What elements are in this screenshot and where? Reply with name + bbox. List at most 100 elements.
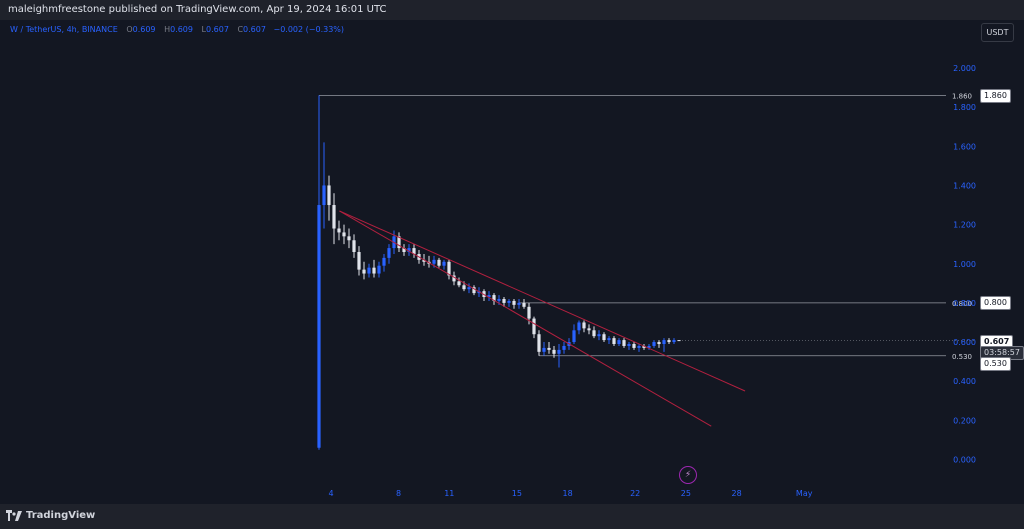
candle-body: [602, 334, 606, 341]
y-tick-label: 1.200: [953, 221, 976, 230]
candle-body: [532, 318, 536, 335]
candle-body: [592, 330, 596, 337]
footer-bar: TradingView: [0, 504, 1024, 529]
candle-body: [372, 267, 376, 274]
y-tick-label: 0.400: [953, 377, 976, 386]
high-value: 0.609: [170, 25, 193, 34]
candle-body: [677, 340, 681, 342]
candle-body: [437, 259, 441, 266]
candles-layer: [317, 95, 681, 450]
candle-body: [432, 259, 436, 264]
candle-body: [557, 349, 561, 354]
y-tick-label: 0.600: [953, 338, 976, 347]
low-value: 0.607: [206, 25, 229, 34]
candle-body: [382, 257, 386, 266]
candle-body: [362, 269, 366, 274]
x-tick-label: 8: [396, 489, 401, 498]
y-tick-label: 1.600: [953, 142, 976, 151]
candle-body: [587, 328, 591, 331]
y-tick-label: 1.000: [953, 260, 976, 269]
candle-body: [357, 252, 361, 270]
x-tick-label: 25: [681, 489, 691, 498]
y-tick-label: 0.000: [953, 456, 976, 465]
candle-body: [667, 340, 671, 343]
y-tick-label: 1.800: [953, 103, 976, 112]
candle-body: [542, 347, 546, 352]
tradingview-logo-icon: [6, 510, 22, 521]
trendline: [339, 210, 746, 392]
candle-body: [472, 287, 476, 294]
candle-body: [627, 344, 631, 346]
candle-body: [322, 185, 326, 206]
candle-body: [397, 236, 401, 249]
candle-body: [642, 345, 646, 348]
x-tick-label: 28: [732, 489, 742, 498]
candle-body: [442, 261, 446, 266]
candle-body: [622, 340, 626, 346]
publisher-line: maleighmfreestone published on TradingVi…: [8, 4, 387, 15]
candle-body: [582, 322, 586, 329]
candle-body: [502, 298, 506, 303]
change-value: −0.002 (−0.33%): [273, 25, 345, 34]
candle-body: [512, 300, 516, 305]
chart-frame: [0, 20, 1024, 504]
x-tick-label: May: [796, 489, 813, 498]
candle-body: [377, 265, 381, 274]
candle-body: [562, 345, 566, 350]
y-axis: 0.000 0.200 0.400 0.600 0.800 1.000 1.200 1.400…: [953, 64, 976, 465]
candle-body: [607, 338, 611, 341]
open-value: 0.609: [132, 25, 156, 34]
level-tag-low: 0.530: [980, 357, 1011, 371]
candle-body: [342, 232, 346, 237]
candle-body: [352, 240, 356, 253]
candle-body: [332, 205, 336, 229]
candle-body: [387, 248, 391, 258]
candle-body: [632, 344, 636, 348]
symbol-legend[interactable]: W / TetherUS, 4h, BINANCE O0.609 H0.609 …: [10, 25, 344, 34]
candle-body: [572, 330, 576, 343]
candle-body: [657, 342, 661, 345]
levels-layer: 1.860 0.800 0.530: [319, 92, 976, 361]
candle-body: [467, 287, 471, 290]
candle-body: [447, 261, 451, 276]
x-tick-label: 18: [563, 489, 573, 498]
x-axis: 4 8 11 15 18 22 25 28 May: [328, 489, 812, 498]
close-label: C: [237, 25, 244, 34]
candle-body: [597, 334, 601, 337]
publisher-bar: maleighmfreestone published on TradingVi…: [0, 0, 1024, 20]
x-tick-label: 11: [444, 489, 454, 498]
candle-body: [617, 340, 621, 345]
candle-body: [652, 342, 656, 346]
currency-button[interactable]: USDT: [981, 23, 1014, 42]
candle-body: [577, 322, 581, 331]
level-tag-mid: 0.800: [980, 296, 1011, 310]
x-tick-label: 4: [328, 489, 333, 498]
candle-body: [612, 338, 616, 345]
candle-body: [347, 236, 351, 241]
x-tick-label: 15: [512, 489, 522, 498]
candle-body: [412, 248, 416, 254]
candle-body: [492, 295, 496, 301]
candle-body: [537, 334, 541, 352]
horizontal-level-label: 0.530: [952, 353, 972, 361]
horizontal-level-label: 0.800: [952, 300, 972, 308]
candle-body: [337, 228, 341, 233]
candle-body: [637, 345, 641, 348]
price-chart[interactable]: 1.860 0.800 0.530 0.000 0.200 0.400 0.600 0.80…: [0, 20, 1024, 504]
x-tick-label: 22: [630, 489, 640, 498]
candle-body: [367, 267, 371, 274]
candle-body: [552, 349, 556, 354]
trendline: [339, 210, 712, 427]
symbol-name: W / TetherUS, 4h, BINANCE: [10, 25, 118, 34]
close-value: 0.607: [243, 25, 266, 34]
lightning-icon[interactable]: ⚡: [679, 466, 697, 484]
candle-body: [462, 285, 466, 290]
high-label: H: [164, 25, 171, 34]
candle-body: [407, 248, 411, 253]
y-tick-label: 0.200: [953, 416, 976, 425]
trend-layer: [339, 210, 746, 427]
candle-body: [487, 295, 491, 298]
candle-body: [422, 259, 426, 262]
horizontal-level-label: 1.860: [952, 92, 972, 100]
footer-brand: TradingView: [26, 510, 96, 521]
